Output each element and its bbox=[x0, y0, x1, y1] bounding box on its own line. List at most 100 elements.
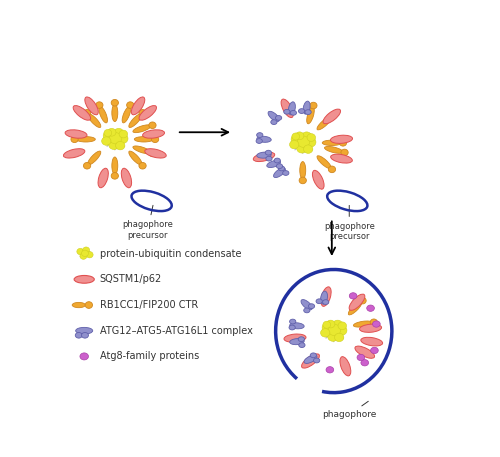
Ellipse shape bbox=[84, 110, 90, 116]
Ellipse shape bbox=[281, 99, 293, 117]
Ellipse shape bbox=[133, 146, 151, 154]
Ellipse shape bbox=[366, 305, 374, 311]
Ellipse shape bbox=[85, 97, 98, 115]
Ellipse shape bbox=[328, 166, 336, 173]
Ellipse shape bbox=[317, 117, 331, 130]
Ellipse shape bbox=[321, 287, 331, 306]
Ellipse shape bbox=[276, 164, 282, 169]
Ellipse shape bbox=[266, 156, 272, 161]
Ellipse shape bbox=[276, 116, 281, 120]
Ellipse shape bbox=[82, 250, 88, 256]
Ellipse shape bbox=[290, 339, 304, 345]
Ellipse shape bbox=[149, 150, 156, 157]
Ellipse shape bbox=[370, 319, 378, 325]
Ellipse shape bbox=[99, 106, 108, 123]
Ellipse shape bbox=[334, 333, 344, 342]
Ellipse shape bbox=[372, 321, 380, 327]
Ellipse shape bbox=[299, 177, 306, 184]
Ellipse shape bbox=[278, 166, 284, 171]
Ellipse shape bbox=[256, 133, 263, 138]
Ellipse shape bbox=[122, 168, 132, 188]
Ellipse shape bbox=[64, 149, 85, 158]
Ellipse shape bbox=[323, 109, 340, 124]
Ellipse shape bbox=[322, 300, 329, 304]
Ellipse shape bbox=[142, 130, 165, 138]
Ellipse shape bbox=[257, 152, 271, 158]
Ellipse shape bbox=[320, 329, 330, 337]
Ellipse shape bbox=[323, 321, 330, 328]
Ellipse shape bbox=[306, 107, 314, 124]
Ellipse shape bbox=[298, 337, 304, 341]
Ellipse shape bbox=[274, 168, 285, 177]
Ellipse shape bbox=[330, 154, 352, 163]
Text: Atg8-family proteins: Atg8-family proteins bbox=[100, 351, 199, 361]
Ellipse shape bbox=[288, 102, 296, 115]
Ellipse shape bbox=[103, 131, 114, 141]
Ellipse shape bbox=[72, 303, 86, 308]
Ellipse shape bbox=[300, 162, 306, 179]
Ellipse shape bbox=[110, 133, 122, 144]
Ellipse shape bbox=[256, 138, 262, 143]
Ellipse shape bbox=[76, 333, 82, 338]
Ellipse shape bbox=[310, 353, 316, 358]
Ellipse shape bbox=[308, 304, 314, 308]
Ellipse shape bbox=[338, 322, 346, 329]
Ellipse shape bbox=[74, 276, 94, 283]
Ellipse shape bbox=[108, 140, 120, 149]
Text: RB1CC1/FIP200 CTR: RB1CC1/FIP200 CTR bbox=[100, 300, 198, 310]
Text: SQSTM1/p62: SQSTM1/p62 bbox=[100, 274, 162, 284]
Ellipse shape bbox=[349, 294, 365, 310]
Ellipse shape bbox=[80, 253, 87, 259]
Ellipse shape bbox=[328, 324, 340, 335]
Ellipse shape bbox=[86, 251, 93, 258]
Ellipse shape bbox=[65, 130, 87, 138]
Ellipse shape bbox=[354, 321, 372, 327]
Ellipse shape bbox=[326, 320, 335, 328]
Ellipse shape bbox=[102, 137, 111, 145]
Ellipse shape bbox=[76, 327, 92, 334]
Ellipse shape bbox=[302, 132, 312, 141]
Ellipse shape bbox=[314, 358, 320, 363]
Ellipse shape bbox=[289, 325, 296, 330]
Ellipse shape bbox=[84, 162, 90, 169]
Ellipse shape bbox=[145, 149, 166, 158]
Ellipse shape bbox=[116, 141, 125, 150]
Ellipse shape bbox=[299, 343, 305, 347]
Ellipse shape bbox=[104, 129, 112, 137]
Ellipse shape bbox=[254, 152, 274, 162]
Ellipse shape bbox=[132, 97, 145, 115]
Ellipse shape bbox=[370, 347, 378, 354]
Ellipse shape bbox=[111, 100, 118, 106]
Ellipse shape bbox=[350, 293, 357, 299]
Ellipse shape bbox=[332, 320, 342, 329]
Ellipse shape bbox=[134, 137, 154, 142]
Ellipse shape bbox=[139, 110, 146, 116]
Ellipse shape bbox=[112, 157, 118, 175]
Ellipse shape bbox=[122, 106, 130, 123]
Ellipse shape bbox=[340, 356, 351, 376]
Ellipse shape bbox=[257, 136, 271, 142]
Ellipse shape bbox=[129, 114, 142, 128]
Ellipse shape bbox=[292, 133, 300, 140]
Text: protein-ubiquitin condensate: protein-ubiquitin condensate bbox=[100, 249, 241, 259]
Ellipse shape bbox=[326, 367, 334, 373]
Ellipse shape bbox=[305, 110, 311, 115]
Ellipse shape bbox=[303, 101, 310, 114]
Ellipse shape bbox=[98, 168, 108, 188]
Ellipse shape bbox=[340, 139, 346, 146]
Ellipse shape bbox=[71, 136, 78, 143]
Ellipse shape bbox=[359, 298, 366, 304]
Ellipse shape bbox=[361, 337, 382, 346]
Ellipse shape bbox=[320, 291, 328, 304]
Ellipse shape bbox=[290, 319, 296, 324]
Ellipse shape bbox=[317, 156, 331, 169]
Ellipse shape bbox=[298, 136, 310, 148]
Ellipse shape bbox=[296, 143, 308, 153]
Ellipse shape bbox=[268, 112, 280, 122]
Ellipse shape bbox=[322, 140, 342, 145]
Ellipse shape bbox=[304, 145, 313, 154]
Ellipse shape bbox=[139, 106, 156, 120]
Ellipse shape bbox=[80, 353, 88, 360]
Ellipse shape bbox=[324, 146, 343, 153]
Ellipse shape bbox=[274, 158, 280, 163]
